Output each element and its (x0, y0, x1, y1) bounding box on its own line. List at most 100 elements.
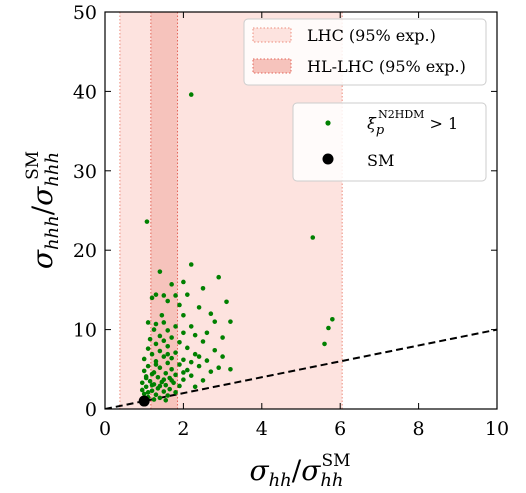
point-n2hdm-51 (220, 354, 225, 359)
point-n2hdm-54 (169, 355, 174, 361)
point-n2hdm-27 (173, 324, 178, 329)
reference-line-layer (105, 328, 497, 409)
point-n2hdm-102 (143, 375, 149, 381)
point-n2hdm-77 (181, 377, 186, 382)
legend-swatch-lhc (252, 27, 292, 43)
point-n2hdm-42 (322, 341, 327, 347)
point-n2hdm-39 (161, 338, 167, 344)
point-n2hdm-11 (173, 293, 178, 298)
point-n2hdm-57 (141, 356, 147, 362)
point-n2hdm-66 (169, 367, 174, 372)
point-n2hdm-18 (330, 316, 335, 322)
point-n2hdm-47 (145, 346, 151, 351)
point-n2hdm-44 (165, 343, 171, 349)
band-fill-1 (150, 12, 178, 409)
point-n2hdm-0 (188, 92, 194, 97)
point-n2hdm-24 (145, 320, 151, 325)
point-n2hdm-84 (163, 382, 169, 388)
point-n2hdm-113 (149, 382, 155, 388)
point-n2hdm-61 (196, 363, 202, 369)
point-n2hdm-95 (153, 392, 159, 398)
point-n2hdm-62 (216, 365, 221, 371)
x-tick-label-0: 0 (99, 418, 111, 440)
point-n2hdm-85 (177, 383, 182, 389)
y-tick-label-0: 0 (85, 399, 97, 421)
point-n2hdm-46 (212, 347, 218, 353)
point-n2hdm-72 (173, 372, 178, 378)
point-n2hdm-48 (157, 348, 163, 354)
point-n2hdm-45 (185, 345, 190, 351)
point-n2hdm-96 (165, 393, 171, 398)
x-tick-label-8: 8 (413, 418, 425, 440)
point-n2hdm-38 (147, 336, 153, 342)
point-n2hdm-63 (228, 367, 233, 372)
point-n2hdm-50 (192, 351, 198, 357)
point-n2hdm-82 (139, 380, 145, 386)
point-n2hdm-65 (157, 365, 163, 371)
point-n2hdm-41 (200, 339, 206, 344)
point-n2hdm-64 (145, 363, 151, 369)
point-n2hdm-4 (188, 262, 194, 267)
point-n2hdm-32 (181, 330, 186, 336)
point-n2hdm-33 (192, 332, 198, 338)
point-n2hdm-23 (228, 319, 233, 324)
point-n2hdm-53 (161, 354, 167, 359)
point-n2hdm-13 (185, 292, 190, 297)
reference-line (105, 328, 497, 409)
point-n2hdm-112 (196, 354, 202, 359)
point-n2hdm-25 (153, 321, 159, 327)
point-n2hdm-12 (149, 295, 155, 301)
point-n2hdm-55 (181, 357, 186, 363)
point-n2hdm-103 (149, 371, 155, 377)
point-n2hdm-67 (185, 367, 190, 373)
point-n2hdm-15 (224, 299, 229, 305)
svg-text:σhhh/σhhhSM: σhhh/σhhhSM (23, 151, 63, 269)
point-n2hdm-17 (196, 305, 202, 310)
point-n2hdm-109 (157, 383, 163, 389)
y-axis-label: σhhh/σhhhSM (23, 151, 63, 269)
legend-label-lhc: LHC (95% exp.) (307, 26, 436, 45)
plot-frame (104, 11, 498, 410)
point-n2hdm-20 (181, 313, 186, 318)
point-n2hdm-31 (165, 328, 171, 333)
point-n2hdm-78 (200, 378, 206, 383)
point-n2hdm-8 (200, 286, 206, 291)
x-tick-label-6: 6 (334, 418, 346, 440)
point-n2hdm-101 (163, 397, 169, 403)
point-n2hdm-52 (149, 351, 155, 357)
point-n2hdm-94 (141, 391, 147, 397)
point-n2hdm-58 (153, 359, 159, 364)
point-n2hdm-87 (143, 384, 149, 390)
legend-label-n2hdm: ξpN2HDM > 1 (367, 108, 458, 138)
legend-points-frame (292, 102, 487, 182)
point-n2hdm-98 (157, 395, 163, 401)
point-n2hdm-86 (192, 384, 198, 390)
point-n2hdm-75 (155, 374, 161, 380)
point-n2hdm-108 (145, 390, 151, 395)
point-n2hdm-7 (181, 279, 186, 285)
point-n2hdm-28 (188, 324, 194, 329)
point-n2hdm-111 (181, 370, 186, 375)
legend-points: ξpN2HDM > 1 SM (292, 102, 487, 182)
point-n2hdm-59 (165, 360, 171, 366)
point-n2hdm-105 (153, 362, 159, 367)
point-n2hdm-5 (216, 274, 221, 280)
legend-marker-n2hdm (325, 120, 331, 126)
point-n2hdm-37 (220, 335, 225, 340)
svg-text:σhh/σhhSM: σhh/σhhSM (249, 451, 350, 491)
point-n2hdm-79 (147, 378, 153, 384)
point-n2hdm-43 (153, 341, 159, 347)
y-tick-label-20: 20 (73, 240, 97, 262)
legend-swatch-hl-lhc (252, 58, 292, 74)
point-n2hdm-60 (177, 362, 182, 367)
point-n2hdm-104 (161, 377, 167, 382)
point-n2hdm-40 (177, 340, 182, 345)
point-n2hdm-92 (161, 389, 167, 394)
point-n2hdm-26 (161, 320, 167, 325)
point-n2hdm-2 (310, 235, 316, 240)
point-n2hdm-100 (151, 397, 157, 402)
points-layer (138, 92, 335, 407)
point-n2hdm-35 (157, 333, 163, 339)
point-n2hdm-69 (141, 368, 147, 374)
x-axis-label: σhh/σhhSM (249, 451, 350, 491)
